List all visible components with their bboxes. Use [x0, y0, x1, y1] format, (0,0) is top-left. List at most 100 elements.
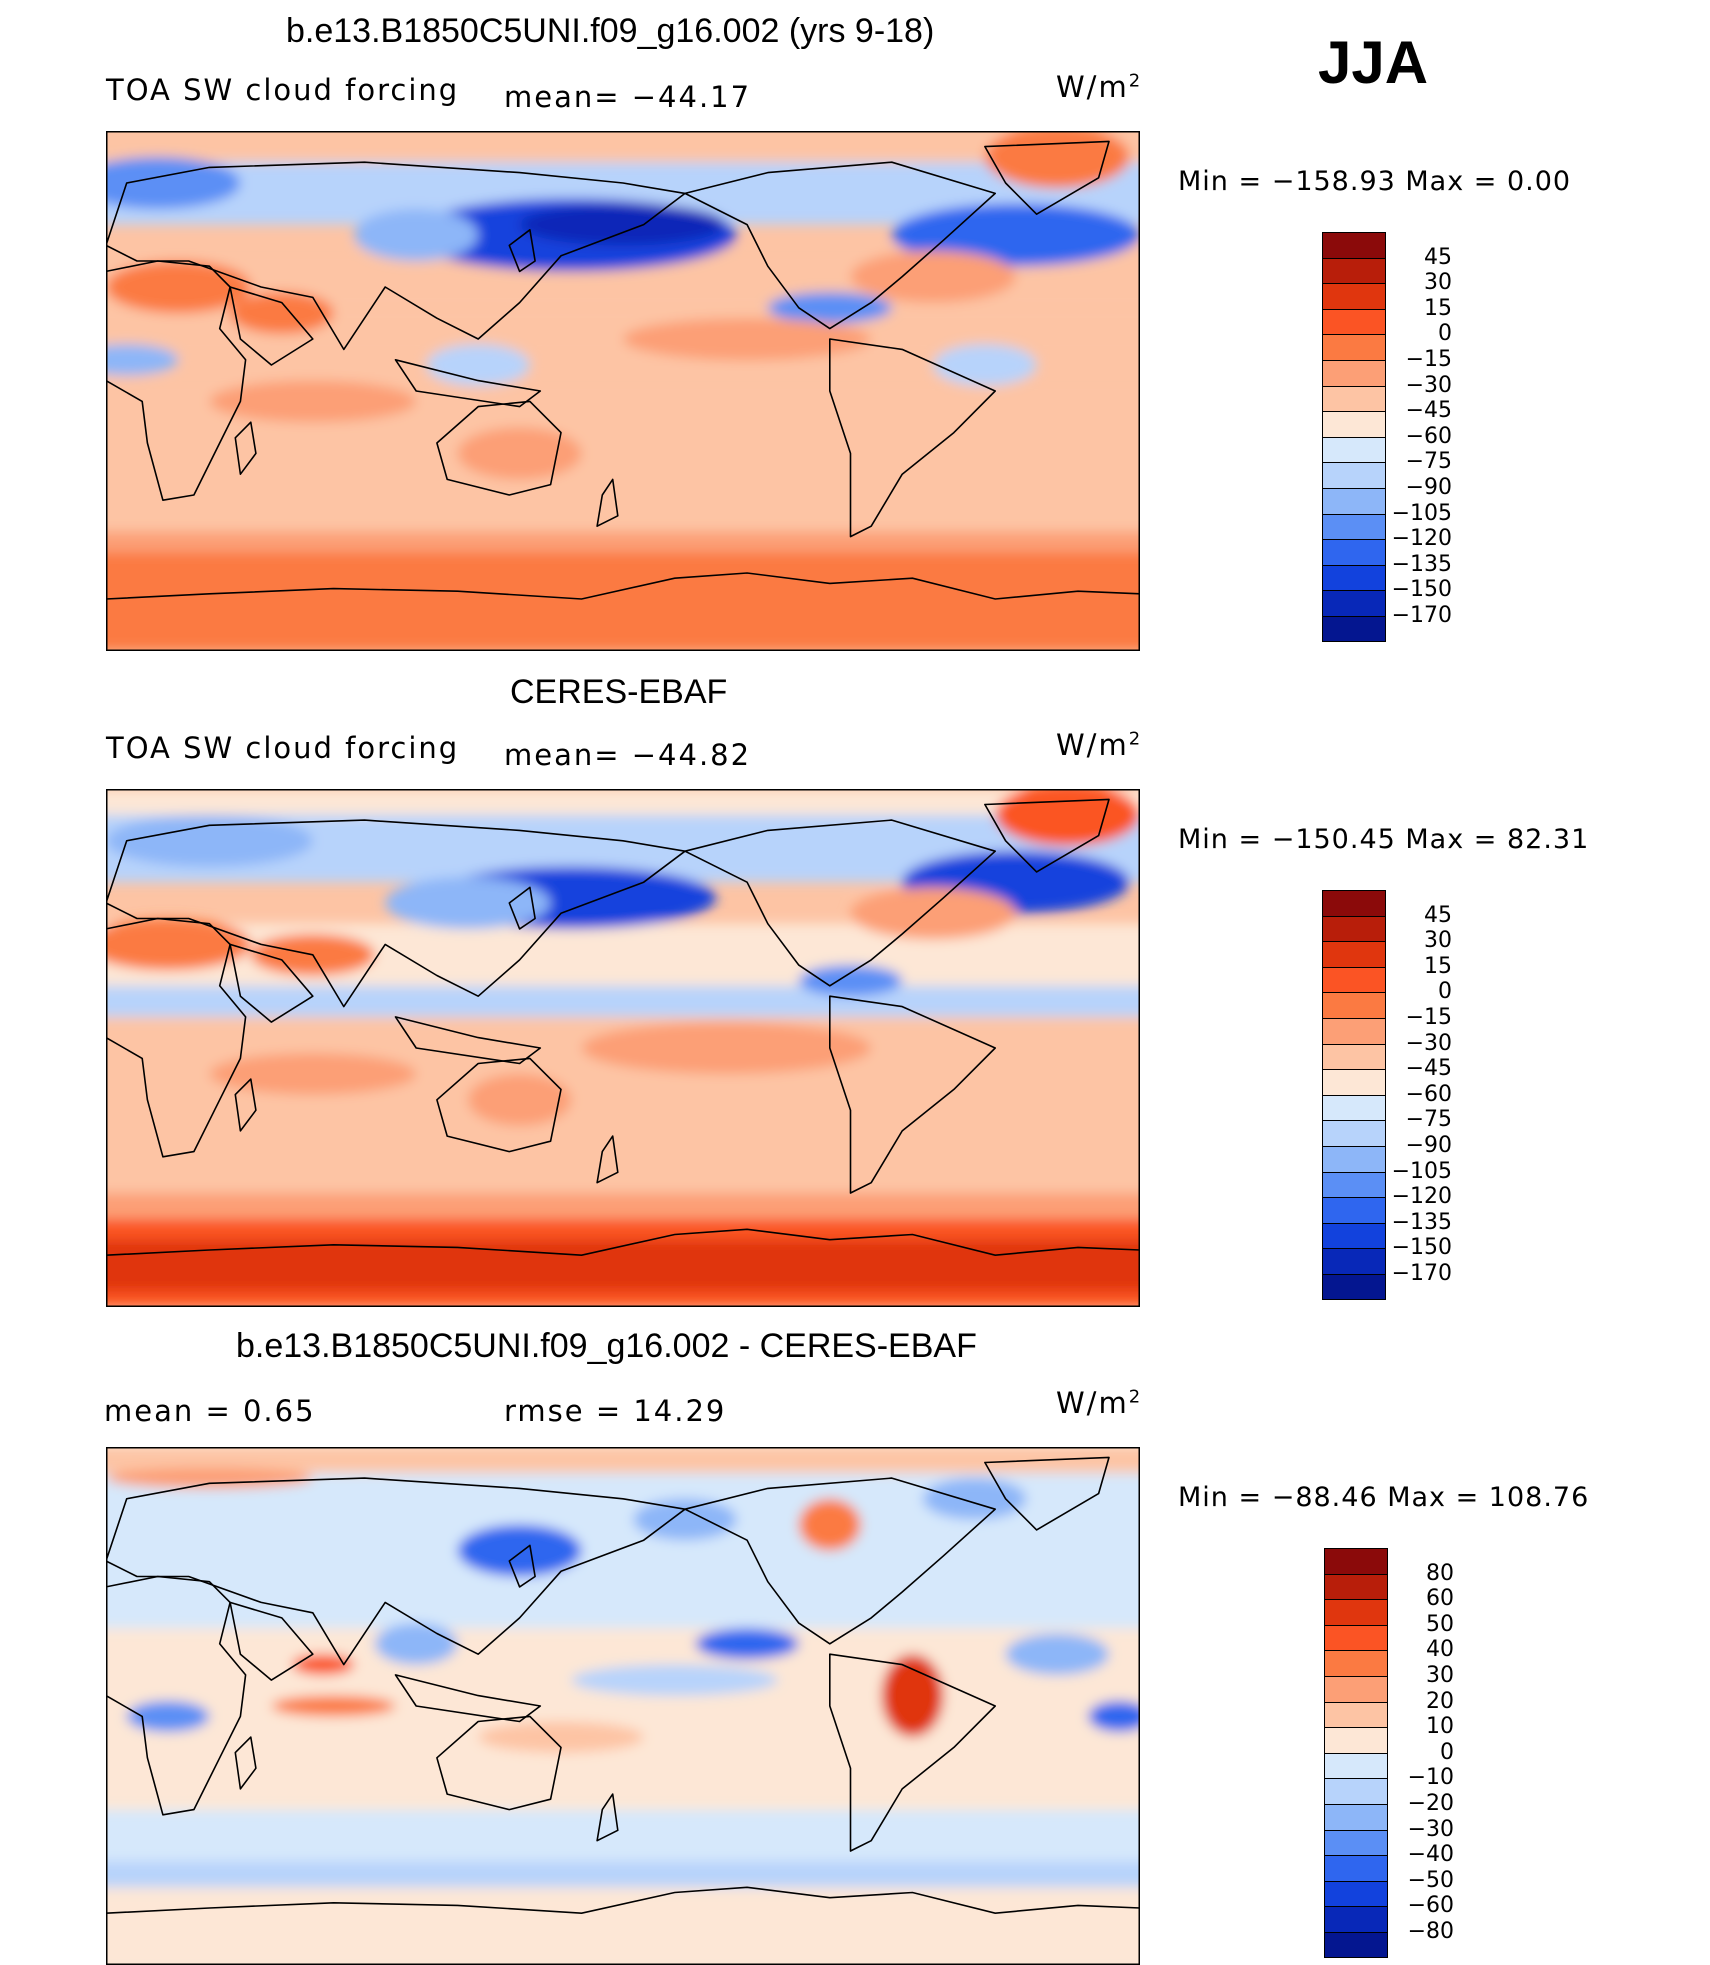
- coastline: [596, 1793, 619, 1842]
- colorbar-tick-label: −90: [1405, 1133, 1452, 1158]
- colorbar-tick-label: −15: [1405, 347, 1452, 372]
- antarctic-coast: [106, 1886, 1140, 1915]
- colorbar-separator: [1322, 1248, 1386, 1250]
- colorbar-box: [1322, 1171, 1386, 1198]
- coastline: [234, 1078, 257, 1132]
- colorbar-tick-label: 80: [1426, 1560, 1454, 1586]
- panel1-mean-label: mean= −44.17: [504, 80, 752, 114]
- colorbar-box: [1322, 436, 1386, 463]
- field-blob: [695, 1628, 799, 1660]
- colorbar-box: [1322, 1197, 1386, 1224]
- coastline: [596, 478, 619, 527]
- field-blob: [106, 1467, 313, 1489]
- field-blob: [571, 1664, 779, 1696]
- colorbar-tick-label: 10: [1426, 1714, 1454, 1740]
- field-blob: [209, 1053, 417, 1095]
- colorbar-separator: [1322, 1146, 1386, 1147]
- coastline: [394, 1016, 542, 1065]
- field-blob: [767, 292, 892, 324]
- colorbar-tick-label: −10: [1407, 1765, 1454, 1791]
- colorbar-tick-label: −90: [1405, 475, 1452, 500]
- field-band: [106, 1291, 1140, 1307]
- coastline: [234, 1736, 257, 1790]
- colorbar-tick-label: −60: [1407, 1893, 1454, 1919]
- field-band: [106, 789, 1140, 815]
- coastline: [684, 1477, 996, 1645]
- colorbar-box: [1322, 462, 1386, 489]
- colorbar-tick-label: −75: [1405, 1107, 1452, 1133]
- coastline: [829, 1653, 996, 1852]
- field-band: [106, 1447, 1140, 1473]
- colorbar-box: [1322, 257, 1386, 284]
- field-blob: [209, 380, 417, 423]
- colorbar-separator: [1324, 1676, 1388, 1677]
- colorbar-tick-label: 45: [1424, 902, 1452, 928]
- colorbar-separator: [1322, 1274, 1386, 1275]
- colorbar-box: [1324, 1701, 1388, 1728]
- colorbar-separator: [1324, 1932, 1388, 1933]
- coastline: [829, 995, 996, 1194]
- colorbar-box: [1322, 966, 1386, 993]
- coastline: [106, 819, 686, 1008]
- colorbar-separator: [1322, 1197, 1386, 1199]
- field-band: [106, 1193, 1140, 1219]
- coastline: [394, 359, 542, 408]
- coastline: [984, 140, 1110, 215]
- panel3-mean-label: mean = 0.65: [104, 1394, 316, 1428]
- colorbar-box: [1322, 360, 1386, 387]
- coastline: [596, 1135, 619, 1184]
- colorbar-box: [1322, 283, 1386, 310]
- coastline: [229, 286, 314, 366]
- colorbar-box: [1322, 941, 1386, 968]
- coastline: [508, 886, 536, 930]
- colorbar-separator: [1322, 564, 1386, 566]
- colorbar-tick-label: 60: [1426, 1586, 1454, 1612]
- colorbar-separator: [1324, 1573, 1388, 1575]
- colorbar-box: [1322, 1248, 1386, 1275]
- colorbar-tick-label: −135: [1391, 551, 1452, 577]
- colorbar-box: [1322, 590, 1386, 617]
- field-blob: [623, 318, 872, 360]
- field-band: [106, 1809, 1140, 1862]
- field-blob: [633, 1498, 737, 1541]
- colorbar-separator: [1322, 1018, 1386, 1019]
- field-blob: [478, 1721, 644, 1753]
- field-blob: [922, 1478, 1027, 1520]
- colorbar-separator: [1324, 1650, 1388, 1652]
- field-blob: [1088, 1700, 1140, 1732]
- field-blob: [292, 1654, 355, 1675]
- colorbar-separator: [1322, 411, 1386, 413]
- coastline: [106, 1477, 686, 1666]
- field-blob: [798, 1498, 861, 1551]
- colorbar-tick-label: −135: [1391, 1209, 1452, 1235]
- colorbar-separator: [1322, 941, 1386, 943]
- colorbar-separator: [1322, 257, 1386, 259]
- colorbar-tick-label: −30: [1405, 372, 1452, 398]
- colorbar-box: [1324, 1752, 1388, 1779]
- colorbar-separator: [1324, 1829, 1388, 1831]
- panel2-map: [106, 789, 1140, 1307]
- colorbar-box: [1324, 1624, 1388, 1651]
- colorbar-box: [1322, 915, 1386, 942]
- colorbar-tick-label: −80: [1407, 1919, 1454, 1944]
- colorbar-tick-label: 45: [1424, 244, 1452, 270]
- colorbar-box: [1322, 1146, 1386, 1173]
- field-blob: [891, 203, 1140, 267]
- colorbar-separator: [1322, 1120, 1386, 1122]
- colorbar-box: [1322, 890, 1386, 917]
- colorbar-tick-label: −60: [1405, 423, 1452, 449]
- field-band: [106, 552, 1140, 651]
- colorbar-separator: [1322, 1094, 1386, 1096]
- field-blob: [519, 203, 727, 246]
- field-band: [106, 1861, 1140, 1888]
- colorbar-box: [1324, 1804, 1388, 1831]
- field-band: [106, 1628, 1140, 1810]
- coastline: [229, 1601, 314, 1681]
- field-blob: [271, 1695, 396, 1717]
- colorbar-box: [1322, 308, 1386, 335]
- colorbar-box: [1324, 1599, 1388, 1626]
- colorbar-separator: [1322, 360, 1386, 361]
- field-layer: [106, 131, 1140, 651]
- colorbar-tick-label: −45: [1405, 1056, 1452, 1082]
- colorbar-separator: [1324, 1701, 1388, 1703]
